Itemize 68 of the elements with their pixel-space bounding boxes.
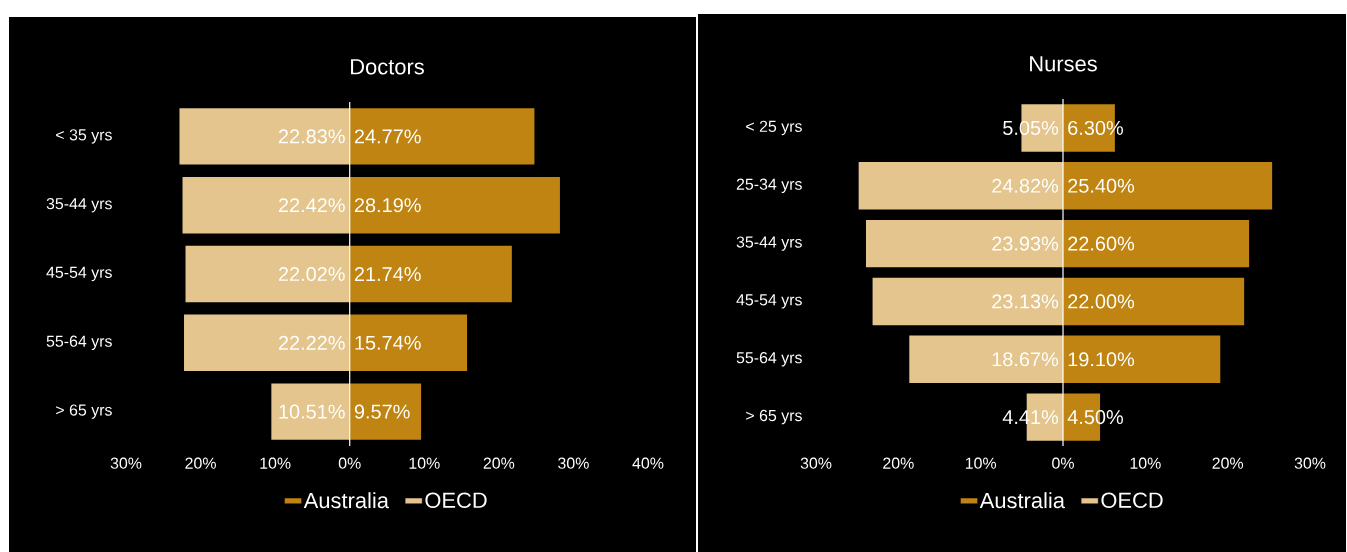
bar [858,162,1064,210]
data-label: 22.02% [278,266,345,282]
bar [184,314,350,372]
legend-label: OECD [1101,492,1163,508]
bar [909,335,1064,383]
data-label: 10.51% [279,404,345,419]
x-tick-label: 30% [800,457,832,469]
data-label: 28.19% [354,198,421,213]
data-label: 22.83% [278,129,345,144]
bar [349,383,422,440]
bar [349,177,560,234]
x-tick-label: 20% [883,457,914,469]
x-tick-label: 10% [965,457,997,469]
data-label: 22.22% [278,335,345,350]
data-label: 21.74% [354,267,421,282]
y-tick-label: < 35 yrs [56,129,112,144]
bar [349,314,468,372]
data-label: 22.60% [1068,236,1135,251]
x-tick-label: 40% [632,457,664,469]
x-tick-label: 20% [1212,457,1244,469]
legend-label: Australia [979,492,1065,509]
bar [1063,219,1250,268]
y-tick-label: 55-64 yrs [736,352,802,367]
data-label: 24.82% [992,178,1059,193]
x-tick-label: 20% [185,457,216,469]
x-tick-label: 20% [483,457,515,469]
data-label: 22.00% [1068,294,1135,309]
data-label: 18.67% [992,352,1059,367]
data-label: 19.10% [1068,352,1135,367]
bar [872,277,1064,326]
x-tick-label: 0% [1052,457,1074,469]
y-tick-label: 45-54 yrs [736,294,802,309]
y-tick-label: > 65 yrs [56,404,112,419]
y-tick-label: 45-54 yrs [46,266,112,282]
data-label: 23.93% [992,236,1059,251]
bar [349,108,535,165]
legend-label: Australia [303,492,389,509]
y-tick-label: 55-64 yrs [46,335,112,351]
data-label: 23.13% [992,294,1059,309]
bar [1063,277,1245,326]
chart-title: Nurses [1030,56,1097,72]
legend-label: OECD [425,492,487,508]
bar [271,383,350,440]
x-tick-label: 30% [558,457,589,469]
y-tick-label: > 65 yrs [746,409,802,425]
data-label: 9.57% [354,404,410,419]
data-label: 22.42% [278,198,345,213]
data-label: 15.74% [355,335,421,350]
bar [185,245,350,303]
x-tick-label: 10% [409,457,440,469]
y-tick-label: 35-44 yrs [46,197,112,213]
chart-title: Doctors [351,59,424,75]
bar [1063,162,1273,210]
bar [865,219,1064,268]
y-tick-label: 35-44 yrs [736,236,802,251]
y-tick-label: 25-34 yrs [736,178,802,193]
bar [349,245,512,303]
data-label: 24.77% [354,129,421,144]
bar [1063,335,1221,383]
x-tick-label: 10% [260,457,291,469]
bar [179,108,350,165]
x-tick-label: 0% [338,457,361,469]
x-tick-label: 30% [1294,457,1326,469]
y-tick-label: < 25 yrs [746,120,802,136]
bar [182,177,350,234]
data-label: 25.40% [1068,178,1135,193]
x-tick-label: 30% [110,457,142,469]
x-tick-label: 10% [1130,457,1161,469]
